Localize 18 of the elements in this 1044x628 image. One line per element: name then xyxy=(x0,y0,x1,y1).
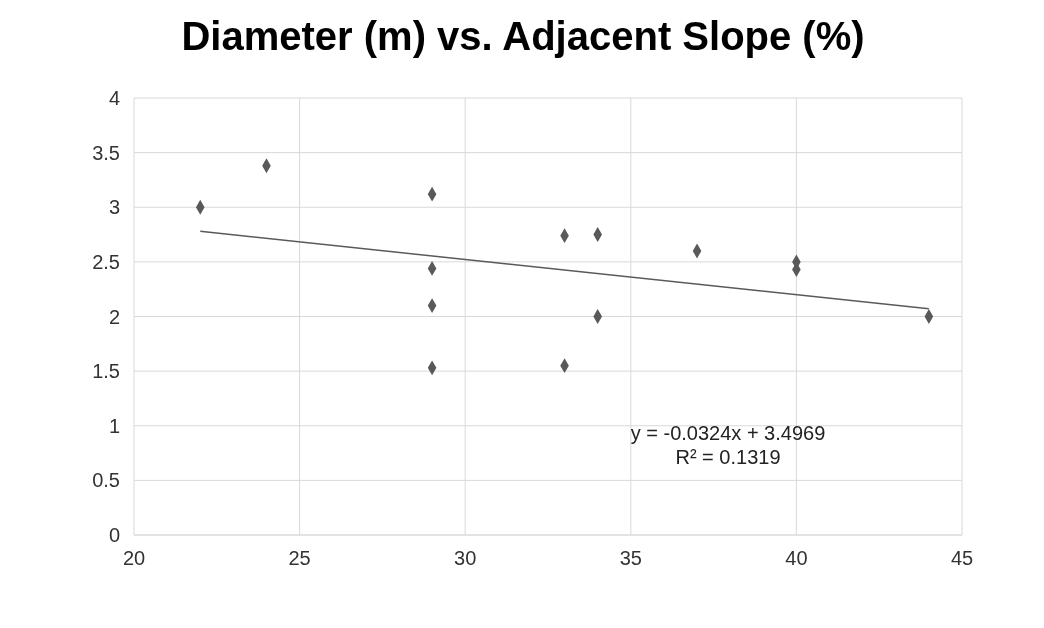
chart-title: Diameter (m) vs. Adjacent Slope (%) xyxy=(180,14,866,59)
x-tick-label: 25 xyxy=(288,547,311,570)
y-tick-label: 3.5 xyxy=(92,141,120,164)
annotation: y = -0.0324x + 3.4969 xyxy=(629,422,827,445)
x-tick-label: 30 xyxy=(454,547,477,570)
y-tick-label: 0 xyxy=(108,524,120,547)
x-tick-label: 20 xyxy=(122,547,146,570)
y-tick-label: 2.5 xyxy=(92,250,120,273)
x-tick-label: 45 xyxy=(950,547,974,570)
y-tick-label: 0.5 xyxy=(92,469,120,492)
y-tick-label: 1 xyxy=(108,414,120,437)
annotation: R² = 0.1319 xyxy=(674,446,782,469)
y-tick-label: 4 xyxy=(108,87,120,110)
x-tick-label: 40 xyxy=(785,547,808,570)
y-tick-label: 2 xyxy=(108,305,120,328)
y-tick-label: 3 xyxy=(108,196,120,219)
y-tick-label: 1.5 xyxy=(92,360,120,383)
x-tick-label: 35 xyxy=(619,547,642,570)
